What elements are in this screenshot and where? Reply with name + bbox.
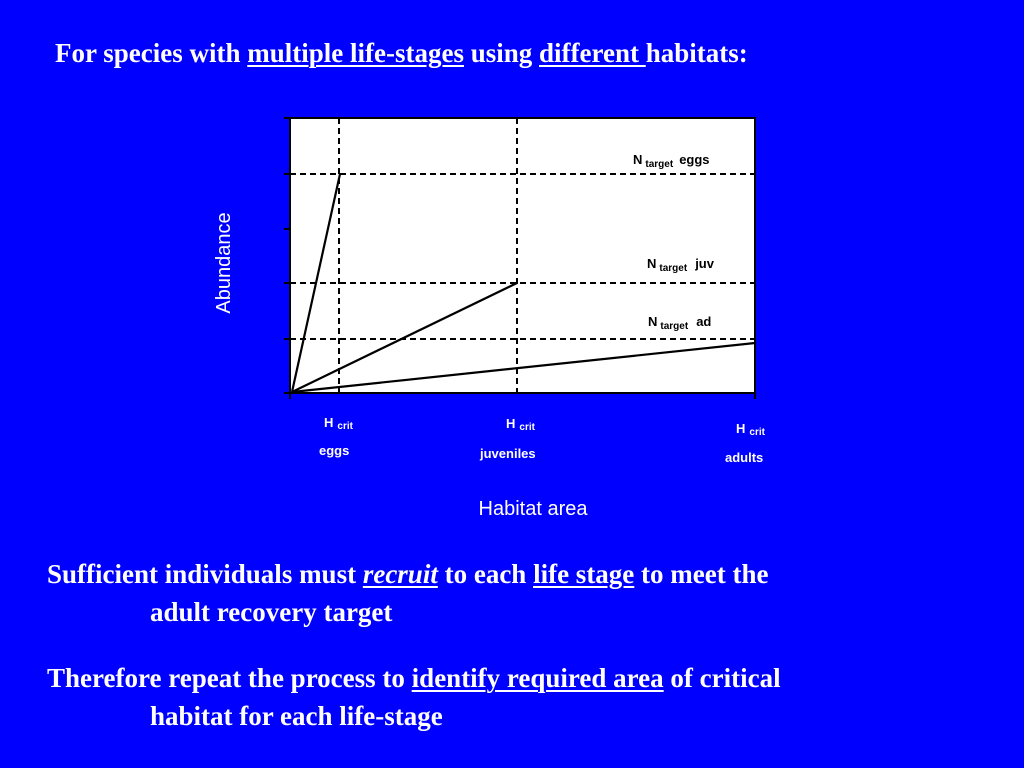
recruit-statement: Sufficient individuals must recruit to e… — [47, 559, 769, 627]
slide-title: For species with multiple life-stages us… — [55, 38, 748, 68]
h-crit-juveniles-stage: juveniles — [479, 446, 536, 461]
different-emphasis: different — [539, 38, 646, 68]
eggs-abundance-line — [290, 173, 342, 393]
x-axis-ticks — [289, 393, 756, 399]
h-crit-adults-stage: adults — [725, 450, 763, 465]
h-crit-eggs-stage: eggs — [319, 443, 349, 458]
repeat-process-statement: Therefore repeat the process to identify… — [47, 663, 781, 731]
adults-abundance-line — [291, 341, 756, 394]
x-axis-label: Habitat area — [479, 498, 589, 520]
juveniles-abundance-line — [291, 282, 518, 393]
abundance-lines — [290, 173, 756, 394]
multiple-life-stages-emphasis: multiple life-stages — [247, 38, 464, 68]
identify-required-area-emphasis: identify required area — [411, 663, 664, 693]
recruit-emphasis: recruit — [362, 559, 438, 589]
plot-area — [289, 117, 756, 394]
target-gridlines — [290, 118, 755, 393]
y-axis-label: Abundance — [213, 212, 235, 313]
y-axis-ticks — [284, 117, 290, 394]
life-stage-emphasis: life stage — [533, 559, 635, 589]
